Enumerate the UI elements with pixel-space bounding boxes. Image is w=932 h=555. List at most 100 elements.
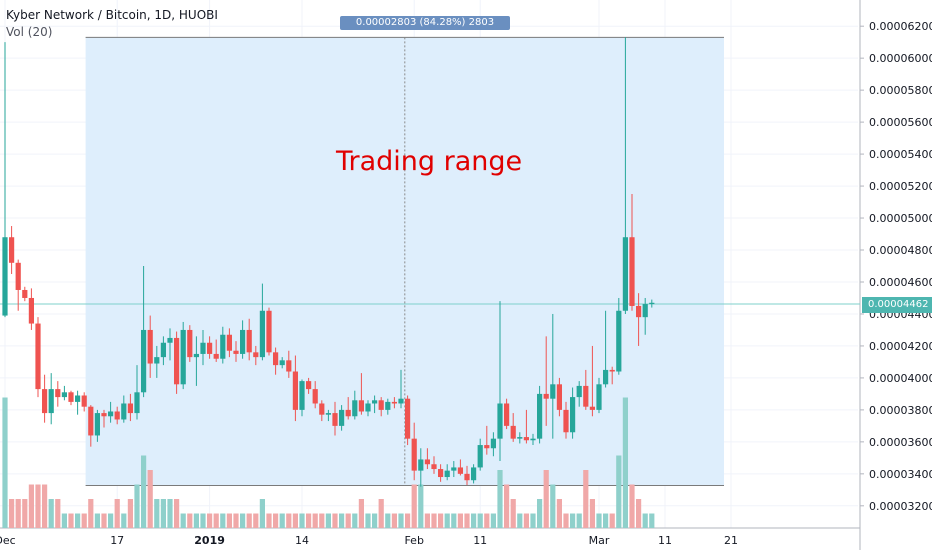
trading-range-text[interactable]: Trading range xyxy=(336,146,523,177)
candle-body[interactable] xyxy=(411,438,417,471)
candle-body[interactable] xyxy=(200,342,206,354)
candle-body[interactable] xyxy=(325,413,331,415)
candle-body[interactable] xyxy=(589,406,595,410)
candle-body[interactable] xyxy=(530,438,536,441)
candle-body[interactable] xyxy=(61,392,67,398)
candle-body[interactable] xyxy=(378,400,384,410)
candle-body[interactable] xyxy=(299,381,305,410)
candle-body[interactable] xyxy=(312,389,318,404)
candle-body[interactable] xyxy=(583,385,589,407)
candle-body[interactable] xyxy=(81,395,87,407)
candle-body[interactable] xyxy=(147,329,153,364)
candle-body[interactable] xyxy=(391,401,397,404)
candle-body[interactable] xyxy=(609,369,615,372)
candle-body[interactable] xyxy=(490,438,496,449)
candle-body[interactable] xyxy=(431,464,437,470)
candle-body[interactable] xyxy=(233,350,239,354)
candle-body[interactable] xyxy=(279,360,285,366)
candle-body[interactable] xyxy=(457,467,463,474)
candle-body[interactable] xyxy=(174,337,180,385)
candle-body[interactable] xyxy=(570,397,576,433)
candle-body[interactable] xyxy=(352,400,358,417)
candle-body[interactable] xyxy=(292,371,298,410)
candle-body[interactable] xyxy=(418,459,424,471)
candle-body[interactable] xyxy=(55,389,61,398)
candle-body[interactable] xyxy=(649,302,655,305)
candle-body[interactable] xyxy=(358,400,364,412)
candle-body[interactable] xyxy=(424,459,430,465)
candle-body[interactable] xyxy=(2,237,8,316)
candle-body[interactable] xyxy=(306,381,312,390)
candle-body[interactable] xyxy=(207,342,213,354)
candle-body[interactable] xyxy=(438,469,444,478)
candle-body[interactable] xyxy=(42,389,48,414)
candle-body[interactable] xyxy=(484,445,490,449)
candle-body[interactable] xyxy=(576,385,582,398)
candle-body[interactable] xyxy=(629,237,635,306)
candle-body[interactable] xyxy=(259,310,265,358)
candle-body[interactable] xyxy=(444,470,450,478)
candle-body[interactable] xyxy=(556,384,562,410)
candle-body[interactable] xyxy=(372,400,378,404)
candle-body[interactable] xyxy=(246,329,252,353)
candle-body[interactable] xyxy=(398,398,404,404)
candle-body[interactable] xyxy=(114,411,120,420)
candle-body[interactable] xyxy=(273,352,279,366)
candle-body[interactable] xyxy=(220,334,226,359)
candle-body[interactable] xyxy=(22,289,28,298)
candle-body[interactable] xyxy=(68,392,74,402)
candle-body[interactable] xyxy=(266,310,272,353)
candle-body[interactable] xyxy=(497,403,503,439)
candle-body[interactable] xyxy=(464,473,470,481)
candle-body[interactable] xyxy=(345,409,351,417)
candle-body[interactable] xyxy=(603,369,609,385)
candle-body[interactable] xyxy=(94,413,100,436)
candle-body[interactable] xyxy=(523,437,529,441)
volume-indicator-label[interactable]: Vol (20) xyxy=(6,25,53,39)
candle-body[interactable] xyxy=(9,237,15,263)
candle-body[interactable] xyxy=(88,406,94,436)
candle-body[interactable] xyxy=(160,342,166,358)
candle-body[interactable] xyxy=(48,389,54,414)
candle-body[interactable] xyxy=(193,353,199,358)
candle-body[interactable] xyxy=(121,403,127,420)
candle-body[interactable] xyxy=(616,310,622,372)
candle-body[interactable] xyxy=(550,384,556,399)
candle-body[interactable] xyxy=(35,323,41,390)
candle-body[interactable] xyxy=(332,413,338,426)
candle-body[interactable] xyxy=(28,297,34,324)
candle-body[interactable] xyxy=(537,393,543,439)
candle-body[interactable] xyxy=(127,403,133,414)
candle-body[interactable] xyxy=(226,334,232,351)
candle-body[interactable] xyxy=(471,467,477,481)
candle-body[interactable] xyxy=(477,445,483,468)
candle-body[interactable] xyxy=(517,437,523,439)
candle-body[interactable] xyxy=(510,425,516,439)
candle-body[interactable] xyxy=(339,409,345,426)
candle-body[interactable] xyxy=(167,337,173,343)
candle-body[interactable] xyxy=(365,403,371,412)
candle-body[interactable] xyxy=(622,237,628,311)
candle-body[interactable] xyxy=(319,403,325,415)
candle-body[interactable] xyxy=(543,393,549,399)
candle-body[interactable] xyxy=(385,401,391,410)
candle-body[interactable] xyxy=(134,392,140,414)
candle-body[interactable] xyxy=(405,398,411,439)
candle-body[interactable] xyxy=(108,411,114,417)
candle-body[interactable] xyxy=(141,329,147,393)
candle-body[interactable] xyxy=(15,262,21,290)
candle-body[interactable] xyxy=(636,305,642,318)
candle-body[interactable] xyxy=(213,353,219,359)
candle-body[interactable] xyxy=(180,329,186,385)
candle-body[interactable] xyxy=(563,409,569,433)
candle-body[interactable] xyxy=(240,329,246,354)
candle-body[interactable] xyxy=(642,304,648,318)
candle-body[interactable] xyxy=(154,357,160,364)
candle-body[interactable] xyxy=(451,467,457,471)
candle-body[interactable] xyxy=(187,329,193,358)
candle-body[interactable] xyxy=(253,352,259,358)
candle-body[interactable] xyxy=(75,395,81,402)
candle-body[interactable] xyxy=(101,413,107,417)
